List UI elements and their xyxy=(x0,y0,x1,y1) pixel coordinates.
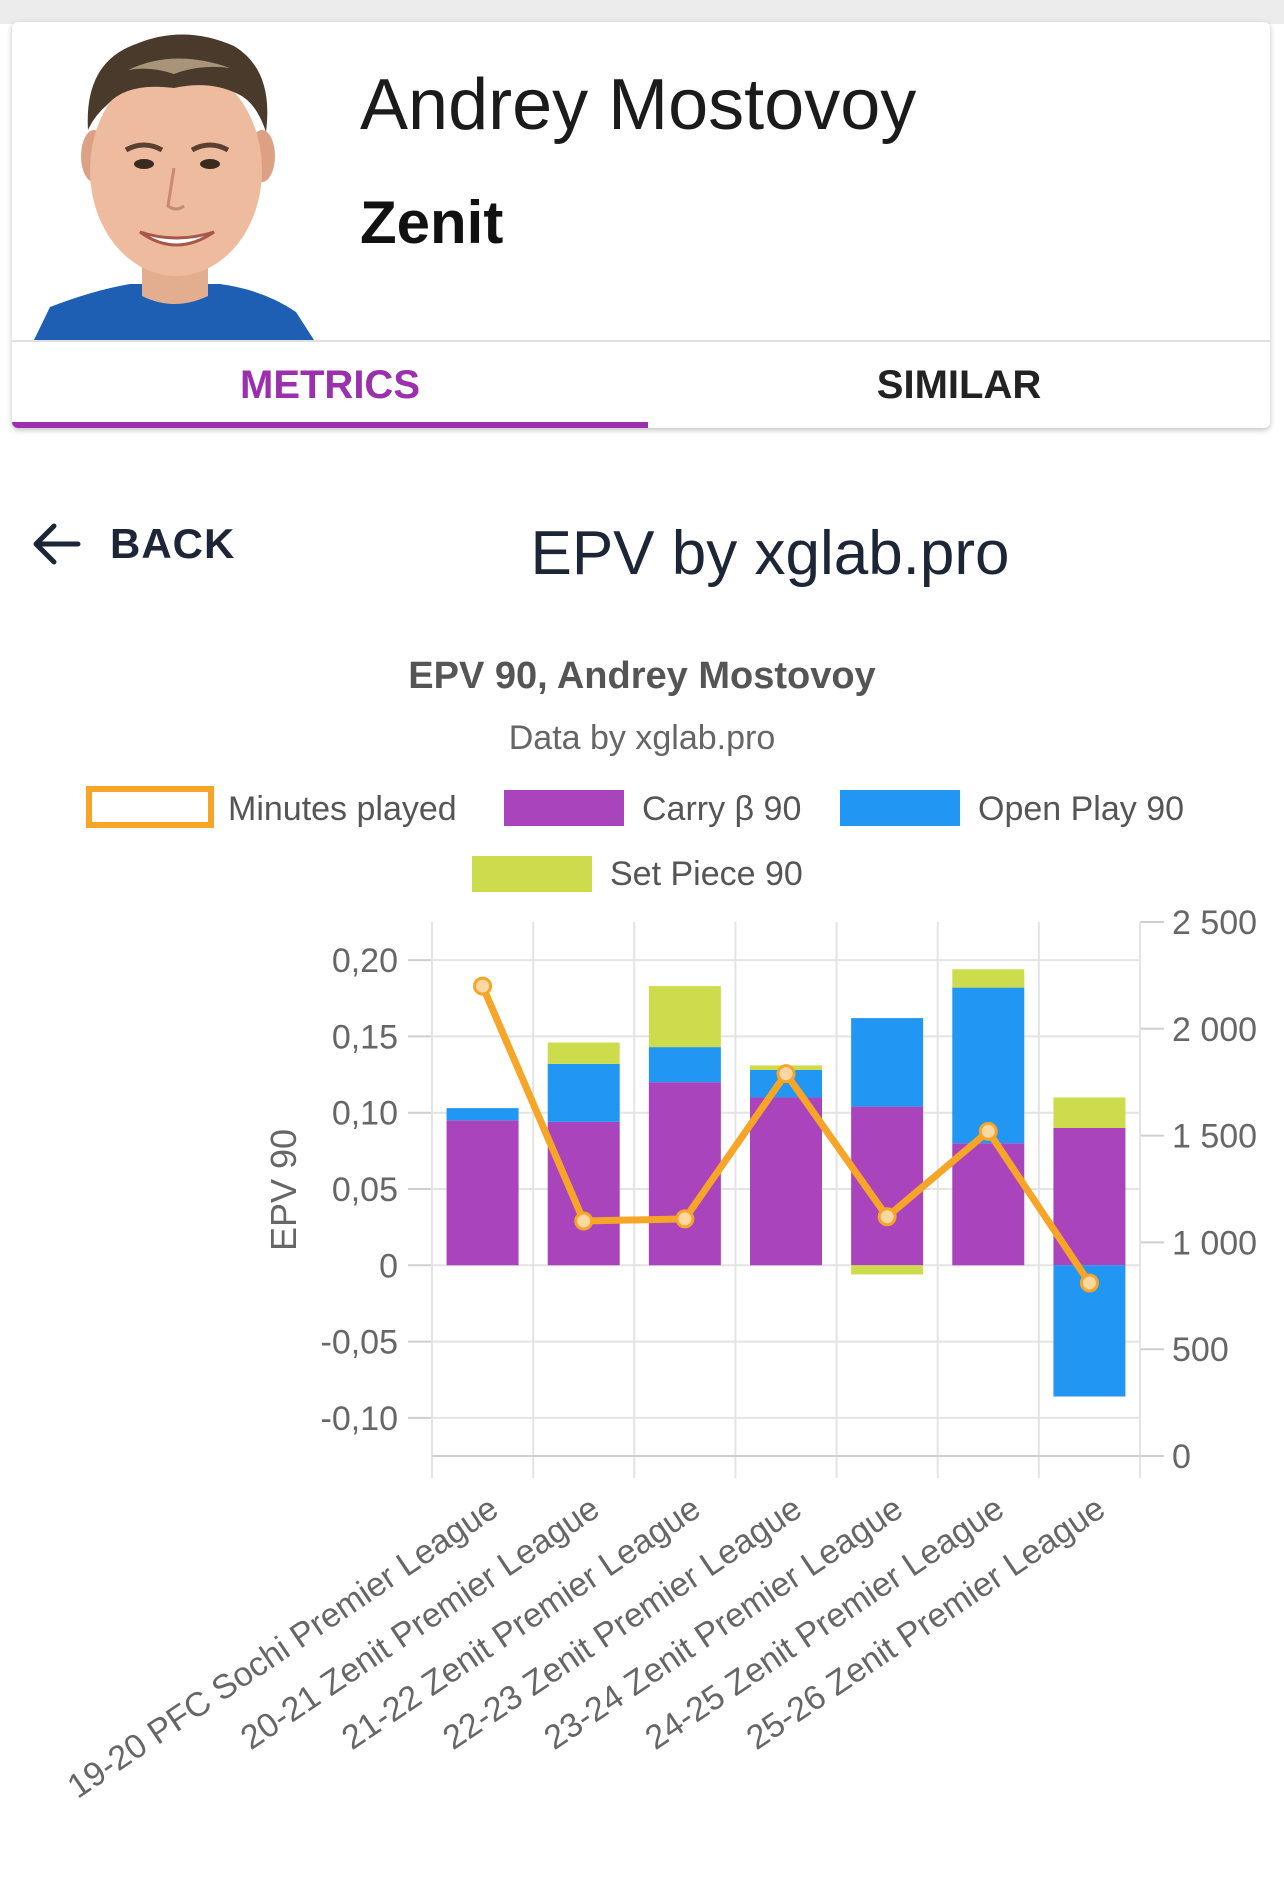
player-club: Zenit xyxy=(360,189,504,256)
tab-metrics[interactable]: METRICS xyxy=(240,362,420,407)
bar-open-play xyxy=(446,1108,519,1121)
tab-similar[interactable]: SIMILAR xyxy=(876,362,1042,407)
y-axis-label: EPV 90 xyxy=(263,1129,304,1251)
bar-open-play xyxy=(851,1018,924,1107)
legend-label: Minutes played xyxy=(228,790,457,828)
bar-open-play xyxy=(547,1063,620,1122)
chart-title: EPV 90, Andrey Mostovoy xyxy=(408,655,875,697)
bar-carry xyxy=(446,1120,519,1266)
minutes-point xyxy=(574,1211,594,1231)
legend-swatch-1 xyxy=(504,790,624,826)
bar-set-piece xyxy=(547,1042,620,1064)
player-name: Andrey Mostovoy xyxy=(360,65,917,145)
bar-carry xyxy=(547,1121,620,1266)
page-title: EPV by xglab.pro xyxy=(530,519,1010,588)
active-tab-indicator xyxy=(12,422,648,428)
minutes-point xyxy=(877,1207,897,1227)
back-label: BACK xyxy=(110,520,236,567)
tab-divider xyxy=(12,340,1270,342)
y-right-tick-label: 1 000 xyxy=(1172,1224,1257,1262)
minutes-point xyxy=(473,976,493,996)
bar-set-piece xyxy=(1053,1097,1126,1128)
legend-swatch-minutes xyxy=(86,786,214,828)
minutes-point xyxy=(776,1064,796,1084)
y-right-tick-label: 0 xyxy=(1172,1438,1191,1476)
y-left-tick-label: 0,15 xyxy=(332,1018,398,1056)
bar-open-play xyxy=(648,1047,721,1083)
bar-set-piece xyxy=(648,986,721,1048)
minutes-point xyxy=(1079,1273,1099,1293)
player-header-card: Andrey Mostovoy Zenit METRICS SIMILAR xyxy=(12,22,1270,428)
legend-label: Open Play 90 xyxy=(978,790,1184,828)
y-right-tick-label: 1 500 xyxy=(1172,1118,1257,1156)
bar-open-play xyxy=(952,987,1025,1144)
minutes-point xyxy=(978,1121,998,1141)
y-left-tick-label: -0,05 xyxy=(321,1324,399,1362)
legend-swatch-2 xyxy=(840,790,960,826)
legend-swatch-3 xyxy=(472,856,592,892)
x-tick-label: 19-20 PFC Sochi Premier League xyxy=(61,1489,505,1806)
y-left-tick-label: 0,10 xyxy=(332,1095,398,1133)
bar-carry xyxy=(648,1082,721,1266)
legend-label: Carry β 90 xyxy=(642,790,801,828)
epv-chart: EPV 90, Andrey Mostovoy Data by xglab.pro… xyxy=(61,655,1257,1806)
y-left-tick-label: 0,05 xyxy=(332,1171,398,1209)
arrow-left-icon xyxy=(33,523,81,565)
legend-label: Set Piece 90 xyxy=(610,855,803,893)
bar-carry xyxy=(750,1097,822,1266)
minutes-point xyxy=(675,1209,695,1229)
chart-subtitle: Data by xglab.pro xyxy=(509,719,776,757)
back-button[interactable]: BACK xyxy=(30,520,235,568)
bar-set-piece xyxy=(952,969,1025,988)
y-right-tick-label: 2 500 xyxy=(1172,904,1257,942)
y-left-tick-label: 0,20 xyxy=(332,942,398,980)
y-left-tick-label: 0 xyxy=(379,1247,398,1285)
y-left-tick-label: -0,10 xyxy=(321,1400,399,1438)
bar-set-piece xyxy=(851,1265,924,1275)
bar-carry xyxy=(952,1143,1025,1266)
status-band xyxy=(0,0,1284,24)
player-photo xyxy=(24,22,324,340)
y-right-tick-label: 2 000 xyxy=(1172,1011,1257,1049)
y-right-tick-label: 500 xyxy=(1172,1331,1229,1369)
